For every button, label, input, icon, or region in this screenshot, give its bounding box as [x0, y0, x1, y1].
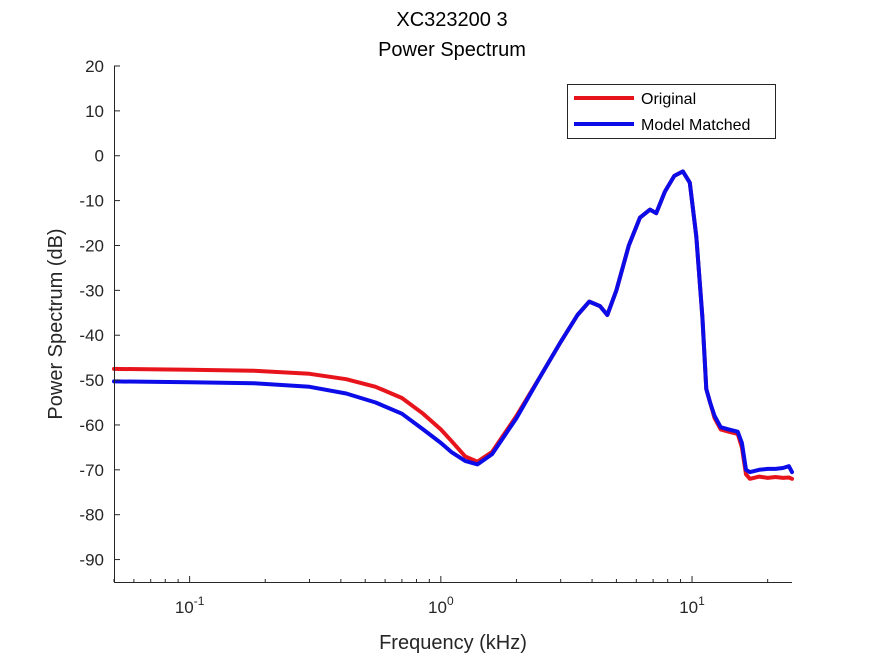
x-tick-label: 101	[679, 594, 705, 617]
y-tick-label: 0	[95, 147, 104, 166]
y-axis-label: Power Spectrum (dB)	[45, 228, 67, 419]
plot-lines	[112, 169, 794, 481]
y-tick-label: -10	[79, 192, 104, 211]
y-tick-label: -80	[79, 506, 104, 525]
legend-label-model-matched: Model Matched	[641, 117, 750, 134]
series-line-model-matched	[112, 169, 794, 475]
chart-title: XC323200 3	[396, 9, 507, 31]
y-tick-label: -60	[79, 416, 104, 435]
y-tick-label: -20	[79, 236, 104, 255]
legend-label-original: Original	[641, 91, 696, 108]
chart-subtitle: Power Spectrum	[378, 39, 526, 61]
y-tick-label: -70	[79, 461, 104, 480]
legend: Original Model Matched	[567, 84, 776, 139]
x-axis-ticks: 10-1 100 101	[113, 576, 769, 617]
legend-box	[567, 84, 776, 139]
y-tick-label: -40	[79, 326, 104, 345]
y-tick-label: -50	[79, 371, 104, 390]
y-tick-label: 20	[85, 57, 104, 76]
x-axis-label: Frequency (kHz)	[379, 632, 527, 654]
x-tick-label: 100	[428, 594, 454, 617]
y-axis-ticks: 20 10 0 -10 -20 -30 -40 -50 -60 -70 -80 -90	[79, 57, 120, 570]
x-tick-label: 10-1	[175, 594, 205, 617]
y-tick-label: 10	[85, 102, 104, 121]
y-tick-label: -30	[79, 281, 104, 300]
y-tick-label: -90	[79, 551, 104, 570]
